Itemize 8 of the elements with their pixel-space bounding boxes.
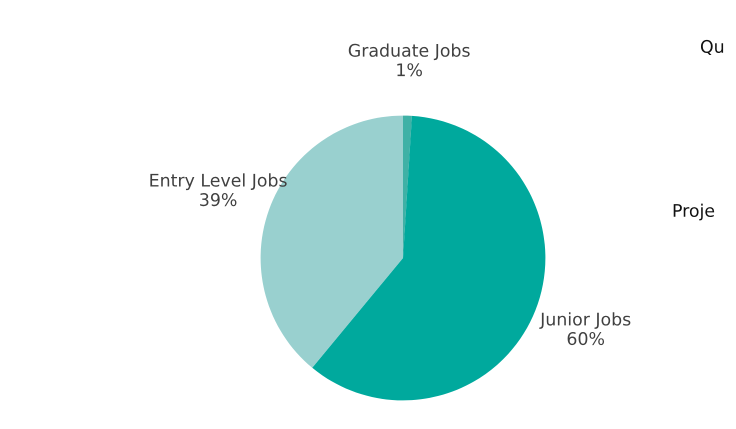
text: Qu: [700, 40, 724, 56]
slice-label: Graduate Jobs: [348, 43, 470, 60]
data-label: 39%: [200, 193, 236, 206]
text: Proje: [674, 204, 714, 220]
slice-label: Entry Level Jobs: [150, 173, 287, 190]
data-label: 1%: [397, 63, 422, 76]
slice-label: Junior Jobs: [539, 312, 630, 329]
data-label: 60%: [568, 332, 604, 346]
